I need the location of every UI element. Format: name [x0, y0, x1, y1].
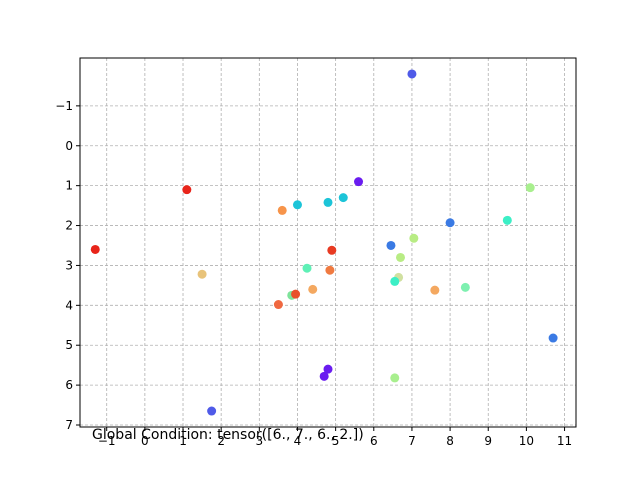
- scatter-point: [386, 240, 396, 250]
- y-tick-label: 3: [65, 258, 73, 272]
- x-tick-label: 3: [256, 434, 264, 448]
- x-tick-label: 5: [332, 434, 340, 448]
- x-tick-label: −1: [98, 434, 116, 448]
- x-tick-label: 1: [179, 434, 187, 448]
- x-tick-label: 4: [294, 434, 302, 448]
- scatter-point: [319, 371, 329, 381]
- scatter-point: [182, 185, 192, 195]
- scatter-point: [323, 197, 333, 207]
- scatter-point: [390, 373, 400, 383]
- scatter-point: [323, 364, 333, 374]
- scatter-point: [407, 69, 417, 79]
- x-tick-label: 7: [408, 434, 416, 448]
- data-points: [90, 69, 558, 416]
- x-tick-label: 0: [141, 434, 149, 448]
- scatter-point: [409, 233, 419, 243]
- scatter-point: [308, 284, 318, 294]
- scatter-point: [325, 265, 335, 275]
- x-tick-label: 9: [484, 434, 492, 448]
- scatter-point: [292, 200, 302, 210]
- scatter-point: [525, 183, 535, 193]
- y-axis-ticks: −1 0 1 2 3 4 5 6 7: [55, 99, 80, 432]
- grid-lines: [80, 58, 576, 427]
- x-tick-label: 6: [370, 434, 378, 448]
- scatter-point: [445, 218, 455, 228]
- y-tick-label: 6: [65, 378, 73, 392]
- x-tick-label: 8: [446, 434, 454, 448]
- global-condition-caption: Global Condition: tensor([6., 7., 6., 2.…: [92, 427, 364, 443]
- scatter-point: [502, 215, 512, 225]
- scatter-point: [90, 244, 100, 254]
- plot-frame: [79, 57, 577, 428]
- x-tick-label: 10: [519, 434, 534, 448]
- scatter-point: [197, 269, 207, 279]
- scatter-point: [548, 333, 558, 343]
- scatter-point: [338, 193, 348, 203]
- y-tick-label: 2: [65, 219, 73, 233]
- scatter-point: [302, 263, 312, 273]
- scatter-point: [354, 177, 364, 187]
- scatter-point: [430, 285, 440, 295]
- scatter-point: [277, 205, 287, 215]
- x-axis-ticks: −1 0 1 2 3 4 5 6 7 8 9 10 11: [98, 427, 572, 448]
- scatter-point: [327, 245, 337, 255]
- scatter-point: [460, 282, 470, 292]
- scatter-point: [273, 300, 283, 310]
- y-tick-label: 4: [65, 298, 73, 312]
- y-tick-label: −1: [55, 99, 73, 113]
- y-tick-label: 1: [65, 179, 73, 193]
- scatter-point: [390, 276, 400, 286]
- x-tick-label: 11: [557, 434, 572, 448]
- scatter-point: [207, 406, 217, 416]
- x-tick-label: 2: [217, 434, 225, 448]
- scatter-point: [395, 252, 405, 262]
- y-tick-label: 5: [65, 338, 73, 352]
- y-tick-label: 0: [65, 139, 73, 153]
- y-tick-label: 7: [65, 418, 73, 432]
- scatter-point: [291, 289, 301, 299]
